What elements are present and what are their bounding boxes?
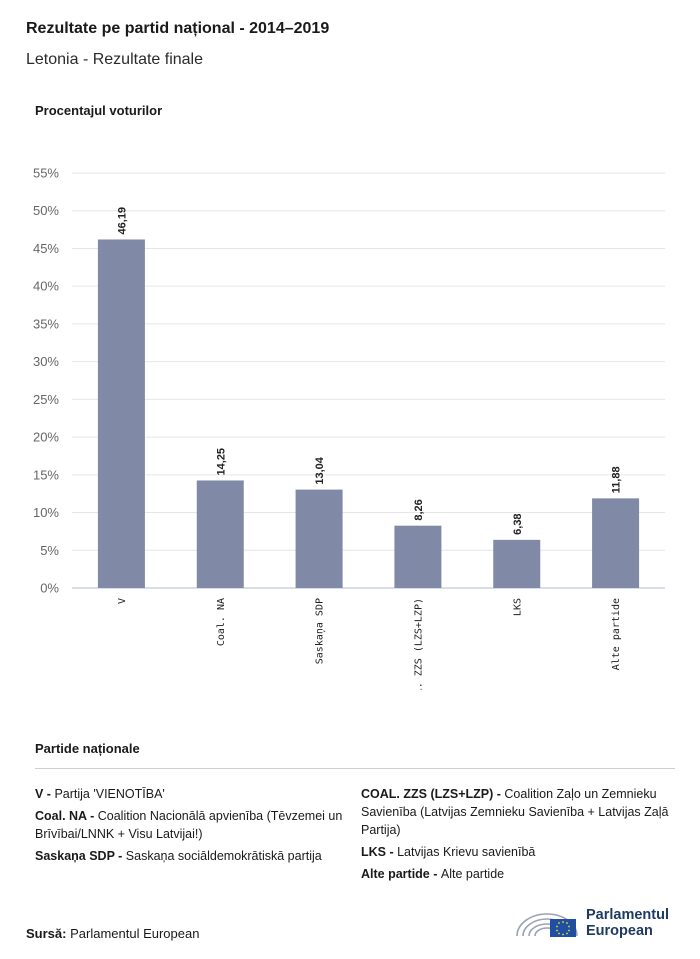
source-label: Sursă: (26, 926, 67, 941)
legend-desc: Saskaņa sociāldemokrātiskā partija (125, 849, 322, 863)
chart-subtitle: Letonia - Rezultate finale (26, 51, 203, 68)
bar (493, 539, 541, 588)
data-label: 13,04 (314, 456, 326, 484)
y-tick-label: 0% (40, 581, 59, 596)
legend-item: LKS - Latvijas Krievu savienībā (361, 843, 676, 861)
legend-desc: Alte partide (440, 867, 505, 881)
data-label: 6,38 (512, 513, 524, 534)
data-label: 46,19 (116, 207, 128, 235)
legend-abbr: V - (35, 787, 55, 801)
y-tick-label: 30% (33, 354, 59, 369)
legend-item: Coal. NA - Coalition Nacionālā apvienība… (35, 807, 355, 843)
data-label: 11,88 (611, 466, 623, 493)
legend-title: Partide naționale (35, 741, 140, 756)
legend-column-left: V - Partija 'VIENOTĪBA' Coal. NA - Coalit… (35, 785, 355, 869)
y-tick-label: 40% (33, 279, 59, 294)
source-note: Sursă: Parlamentul European (26, 926, 199, 941)
legend-abbr: COAL. ZZS (LZS+LZP) - (361, 787, 505, 801)
source-value: Parlamentul European (70, 926, 200, 941)
y-tick-label: 35% (33, 316, 59, 331)
y-tick-label: 10% (33, 505, 59, 520)
legend-item: Saskaņa SDP - Saskaņa sociāldemokrātiskā… (35, 847, 355, 865)
data-label: 8,26 (413, 499, 425, 520)
legend-abbr: Coal. NA - (35, 809, 98, 823)
y-tick-label: 45% (33, 241, 59, 256)
x-tick-label: LKS (512, 598, 523, 616)
legend-desc: Latvijas Krievu savienībā (397, 845, 536, 859)
bar (592, 498, 640, 588)
y-tick-label: 15% (33, 467, 59, 482)
y-tick-label: 25% (33, 392, 59, 407)
bar (394, 525, 442, 588)
x-tick-label: Saskaņa SDP (315, 598, 326, 664)
legend-desc: Coalition Nacionālā apvienība (Tēvzemei … (35, 809, 343, 841)
bar (97, 239, 145, 588)
x-tick-label: Coal. NA (216, 598, 227, 646)
x-tick-label: V (117, 598, 128, 604)
legend-desc: Coalition Zaļo un Zemnieku Savienība (La… (361, 787, 669, 837)
parliament-hemicycle-icon (516, 913, 578, 937)
bar (196, 480, 244, 588)
legend-column-right: COAL. ZZS (LZS+LZP) - Coalition Zaļo un … (361, 785, 676, 887)
y-tick-label: 55% (33, 166, 59, 181)
legend-divider (35, 768, 675, 769)
legend-item: COAL. ZZS (LZS+LZP) - Coalition Zaļo un … (361, 785, 676, 839)
y-tick-label: 50% (33, 203, 59, 218)
eu-flag-icon (550, 919, 576, 937)
x-tick-label: Alte partide (611, 598, 622, 670)
legend-abbr: Saskaņa SDP - (35, 849, 126, 863)
legend-abbr: LKS - (361, 845, 398, 859)
y-tick-label: 5% (40, 543, 59, 558)
legend-abbr: Alte partide - (361, 867, 441, 881)
data-label: 14,25 (215, 448, 227, 476)
y-tick-label: 20% (33, 430, 59, 445)
legend-item: V - Partija 'VIENOTĪBA' (35, 785, 355, 803)
parliament-logo: Parlamentul European (514, 902, 684, 942)
logo-line-2: European (586, 923, 653, 939)
chart-title: Rezultate pe partid național - 2014–2019 (26, 20, 330, 37)
x-tick-label: COAL. ZZS (LZS+LZP) (413, 598, 424, 690)
logo-line-1: Parlamentul (586, 907, 669, 923)
legend-item: Alte partide - Alte partide (361, 865, 676, 883)
bar-chart: 0% 5% 10% 15% 20% 25% 30% 35% 40% 45% 50% 55% 46,19 V… (33, 166, 665, 690)
y-axis-label: Procentajul voturilor (35, 103, 163, 118)
bar (295, 489, 343, 588)
legend-desc: Partija 'VIENOTĪBA' (54, 787, 165, 801)
